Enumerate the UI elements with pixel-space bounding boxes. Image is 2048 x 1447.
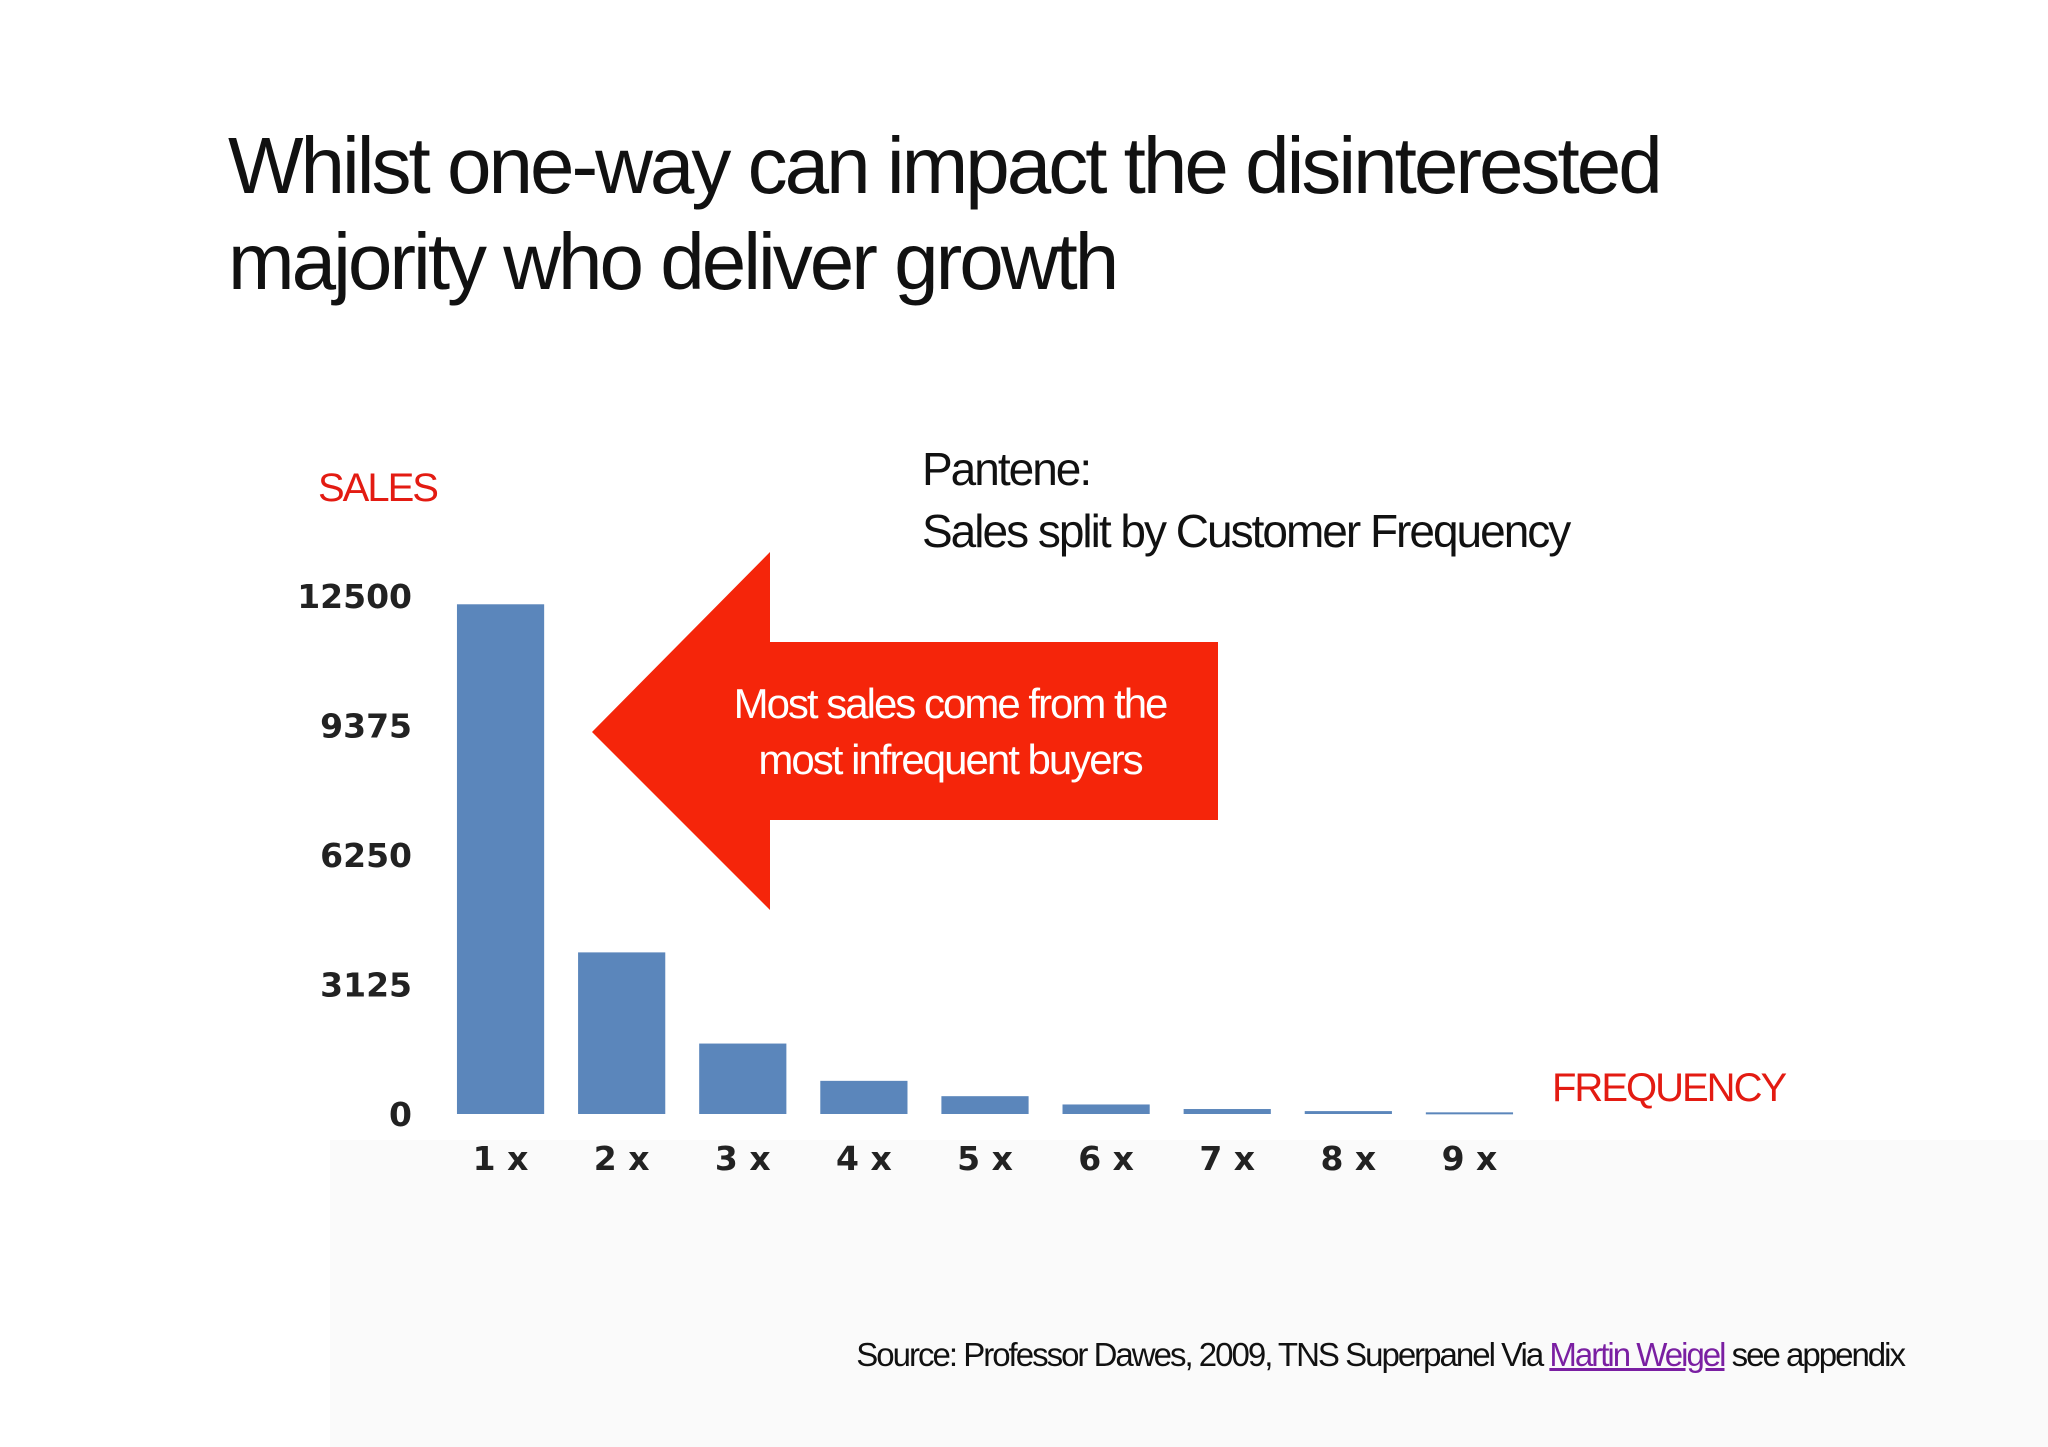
chart-panel-background bbox=[330, 1140, 2048, 1447]
bars-group bbox=[456, 604, 1514, 1115]
slide-title-line-2: majority who deliver growth bbox=[228, 217, 1119, 306]
bar-5 bbox=[941, 1096, 1029, 1114]
source-prefix: Source: Professor Dawes, 2009, TNS Super… bbox=[856, 1336, 1550, 1373]
x-tick-label: 3 x bbox=[715, 1139, 771, 1178]
chart-title: Pantene: Sales split by Customer Frequen… bbox=[922, 438, 1571, 562]
y-axis-label: SALES bbox=[318, 466, 439, 510]
bar-2 bbox=[578, 952, 666, 1114]
x-tick-label: 1 x bbox=[473, 1139, 529, 1178]
x-tick-label: 6 x bbox=[1078, 1139, 1134, 1178]
y-tick-label: 6250 bbox=[320, 836, 412, 875]
bar-4 bbox=[820, 1080, 908, 1114]
chart-title-line-2: Sales split by Customer Frequency bbox=[922, 505, 1571, 557]
x-tick-label: 9 x bbox=[1442, 1139, 1498, 1178]
x-axis-label: FREQUENCY bbox=[1552, 1066, 1787, 1110]
source-link[interactable]: Martin Weigel bbox=[1549, 1336, 1726, 1373]
y-tick-label: 12500 bbox=[297, 577, 412, 616]
y-tick-labels: 0 3125 6250 9375 12500 bbox=[297, 577, 412, 1134]
y-tick-label: 3125 bbox=[320, 966, 412, 1005]
callout-text: Most sales come from the most infrequent… bbox=[700, 676, 1200, 788]
x-tick-labels: 1 x 2 x 3 x 4 x 5 x 6 x 7 x 8 x 9 x bbox=[473, 1139, 1498, 1178]
source-note: Source: Professor Dawes, 2009, TNS Super… bbox=[856, 1336, 1906, 1374]
source-suffix: see appendix bbox=[1724, 1336, 1906, 1373]
x-tick-label: 2 x bbox=[594, 1139, 650, 1178]
y-tick-label: 0 bbox=[389, 1095, 412, 1134]
bar-7 bbox=[1183, 1109, 1271, 1114]
chart-title-line-1: Pantene: bbox=[922, 443, 1092, 495]
bar-8 bbox=[1304, 1111, 1392, 1114]
slide-title-line-1: Whilst one-way can impact the disinteres… bbox=[228, 121, 1663, 210]
slide-title: Whilst one-way can impact the disinteres… bbox=[228, 118, 1828, 310]
bar-1 bbox=[456, 604, 545, 1114]
callout-line-2: most infrequent buyers bbox=[758, 736, 1143, 783]
y-tick-label: 9375 bbox=[320, 707, 412, 746]
bar-9 bbox=[1425, 1112, 1514, 1115]
bar-3 bbox=[699, 1043, 787, 1114]
callout-line-1: Most sales come from the bbox=[733, 680, 1169, 727]
x-tick-label: 8 x bbox=[1320, 1139, 1376, 1178]
x-tick-label: 5 x bbox=[957, 1139, 1013, 1178]
callout-arrow-shape bbox=[592, 552, 1218, 910]
x-tick-label: 4 x bbox=[836, 1139, 892, 1178]
bar-6 bbox=[1062, 1104, 1150, 1114]
x-tick-label: 7 x bbox=[1199, 1139, 1255, 1178]
